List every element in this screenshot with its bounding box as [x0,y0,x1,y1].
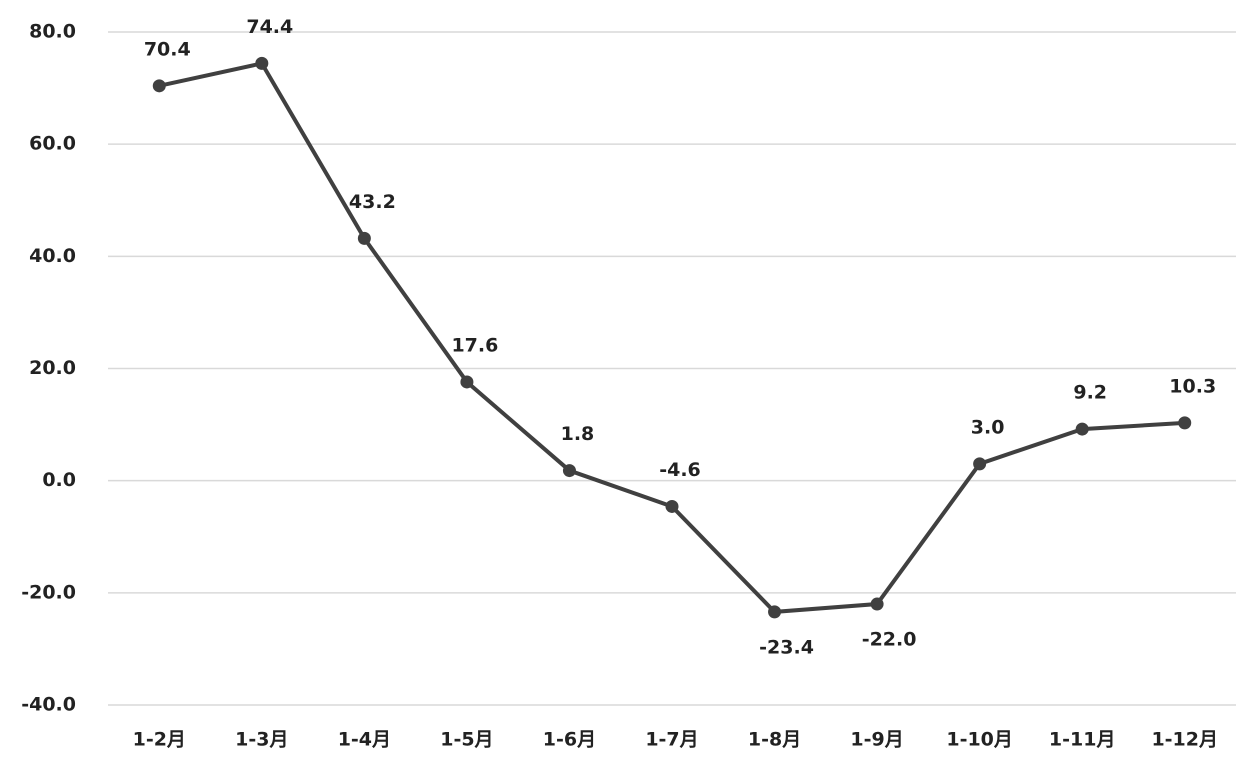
x-tick-label: 1-5月 [440,729,493,751]
data-label: 9.2 [1073,382,1107,404]
y-tick-label: 60.0 [29,133,76,155]
data-label: 70.4 [144,38,191,60]
x-tick-label: 1-4月 [338,729,391,751]
x-tick-label: 1-10月 [946,729,1013,751]
point [768,605,782,619]
y-tick-label: -20.0 [21,581,76,603]
data-label: 1.8 [561,423,595,445]
point [1075,422,1089,436]
data-label: 17.6 [451,334,498,356]
point [357,231,371,245]
data-label: 43.2 [349,191,396,213]
point [562,464,576,478]
x-tick-label: 1-2月 [133,729,186,751]
line [158,61,1185,614]
x-tick-label: 1-9月 [850,729,903,751]
x-tick-label: 1-11月 [1049,729,1116,751]
data-label: -4.6 [659,459,701,481]
data-label: 3.0 [971,416,1005,438]
y-tick-label: 0.0 [42,469,76,491]
point [152,79,166,93]
y-tick-label: 40.0 [29,245,76,267]
x-tick-label: 1-8月 [748,729,801,751]
point [665,499,679,513]
y-tick-label: 20.0 [29,357,76,379]
point [255,56,269,70]
point [1178,416,1192,430]
data-label: -22.0 [862,629,917,651]
point [460,375,474,389]
x-tick-label: 1-6月 [543,729,596,751]
data-label: -23.4 [759,636,814,658]
point [973,457,987,471]
x-tick-label: 1-3月 [235,729,288,751]
y-tick-label: 80.0 [29,21,76,43]
x-tick-label: 1-7月 [645,729,698,751]
x-tick-label: 1-12月 [1151,729,1218,751]
data-label: 74.4 [246,16,293,38]
data-label: 10.3 [1169,375,1216,397]
point [870,597,884,611]
y-tick-label: -40.0 [21,694,76,716]
